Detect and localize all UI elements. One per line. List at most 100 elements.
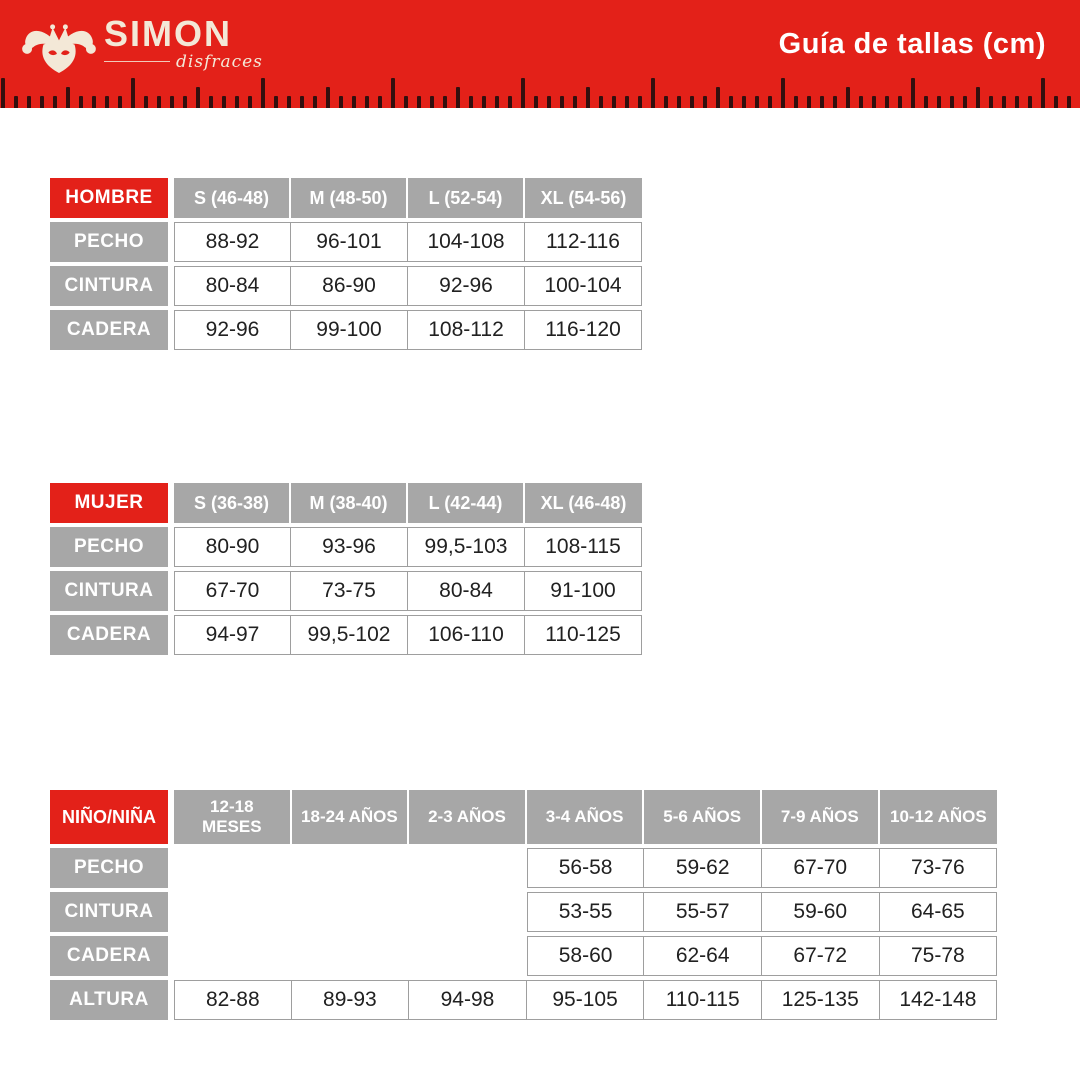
row-header-cell: CINTURA	[50, 571, 168, 611]
size-table-mujer: MUJER S (36-38) M (38-40) L (42-44) XL (46-4…	[50, 483, 1080, 655]
ruler-tick	[352, 96, 356, 108]
data-cell: 53-55	[526, 892, 645, 932]
column-header-cell: XL (54-56)	[525, 178, 642, 218]
ruler-tick	[872, 96, 876, 108]
data-cell: 58-60	[526, 936, 645, 976]
column-header-cell: L (42-44)	[408, 483, 525, 523]
ruler-tick	[456, 87, 460, 108]
ruler-tick	[261, 78, 265, 108]
column-header-cell: XL (46-48)	[525, 483, 642, 523]
table-category-cell: HOMBRE	[50, 178, 168, 218]
data-cell: 89-93	[291, 980, 410, 1020]
ruler-tick	[287, 96, 291, 108]
ruler-tick	[781, 78, 785, 108]
ruler-tick	[1028, 96, 1032, 108]
ruler-tick	[365, 96, 369, 108]
ruler-tick	[755, 96, 759, 108]
ruler-tick	[144, 96, 148, 108]
data-cell: 142-148	[879, 980, 998, 1020]
ruler-tick	[807, 96, 811, 108]
data-cell: 100-104	[525, 266, 642, 306]
ruler-tick	[690, 96, 694, 108]
ruler-tick	[677, 96, 681, 108]
ruler-tick	[300, 96, 304, 108]
ruler-tick	[703, 96, 707, 108]
brand-text: SIMON disfraces	[104, 14, 263, 72]
ruler-tick	[859, 96, 863, 108]
ruler-tick	[196, 87, 200, 108]
ruler-tick	[105, 96, 109, 108]
data-cell: 116-120	[525, 310, 642, 350]
row-header-cell: CADERA	[50, 936, 168, 976]
brand-logo: SIMON disfraces	[20, 14, 263, 84]
ruler-tick	[716, 87, 720, 108]
ruler-tick	[170, 96, 174, 108]
ruler-tick	[1002, 96, 1006, 108]
ruler-tick	[404, 96, 408, 108]
ruler-tick	[1, 78, 5, 108]
ruler-tick	[14, 96, 18, 108]
header-band: SIMON disfraces Guía de tallas (cm)	[0, 0, 1080, 108]
data-cell: 92-96	[174, 310, 291, 350]
ruler-tick	[469, 96, 473, 108]
column-header-cell: M (38-40)	[291, 483, 408, 523]
ruler-tick	[547, 96, 551, 108]
ruler-tick	[1015, 96, 1019, 108]
column-header-cell: S (36-38)	[174, 483, 291, 523]
data-cell: 88-92	[174, 222, 291, 262]
data-cell: 62-64	[644, 936, 762, 976]
ruler-tick	[729, 96, 733, 108]
data-cell: 75-78	[879, 936, 998, 976]
ruler-tick	[911, 78, 915, 108]
ruler-icon	[0, 76, 1080, 108]
ruler-tick	[846, 87, 850, 108]
ruler-tick	[924, 96, 928, 108]
ruler-tick	[625, 96, 629, 108]
size-table-hombre: HOMBRE S (46-48) M (48-50) L (52-54) XL (54-…	[50, 178, 1080, 350]
ruler-tick	[534, 96, 538, 108]
ruler-tick	[118, 96, 122, 108]
row-header-cell: CINTURA	[50, 892, 168, 932]
row-header-cell: PECHO	[50, 527, 168, 567]
ruler-tick	[222, 96, 226, 108]
ruler-tick	[820, 96, 824, 108]
ruler-tick	[79, 96, 83, 108]
column-header-cell: 18-24 AÑOS	[291, 790, 410, 844]
page-title: Guía de tallas (cm)	[778, 28, 1046, 60]
ruler-tick	[40, 96, 44, 108]
ruler-tick	[66, 87, 70, 108]
ruler-tick	[989, 96, 993, 108]
ruler-tick	[248, 96, 252, 108]
ruler-tick	[274, 96, 278, 108]
data-cell: 110-115	[644, 980, 762, 1020]
row-header-cell: CADERA	[50, 310, 168, 350]
data-cell: 64-65	[879, 892, 998, 932]
jester-mask-icon	[22, 24, 96, 73]
data-cell: 104-108	[408, 222, 525, 262]
ruler-tick	[313, 96, 317, 108]
ruler-tick	[885, 96, 889, 108]
column-header-cell: M (48-50)	[291, 178, 408, 218]
column-header-cell: 7-9 AÑOS	[761, 790, 880, 844]
data-cell: 80-84	[408, 571, 525, 611]
ruler-tick	[339, 96, 343, 108]
ruler-tick	[209, 96, 213, 108]
ruler-tick	[560, 96, 564, 108]
ruler-tick	[963, 96, 967, 108]
data-cell: 86-90	[291, 266, 408, 306]
ruler-tick	[495, 96, 499, 108]
ruler-tick	[443, 96, 447, 108]
ruler-tick	[937, 96, 941, 108]
data-cell: 91-100	[525, 571, 642, 611]
data-cell: 112-116	[525, 222, 642, 262]
ruler-tick	[664, 96, 668, 108]
row-header-cell: ALTURA	[50, 980, 168, 1020]
column-header-cell: S (46-48)	[174, 178, 291, 218]
data-cell: 125-135	[761, 980, 880, 1020]
data-cell: 82-88	[174, 980, 292, 1020]
ruler-tick	[768, 96, 772, 108]
data-cell: 108-115	[525, 527, 642, 567]
ruler-tick	[53, 96, 57, 108]
row-header-cell: CINTURA	[50, 266, 168, 306]
